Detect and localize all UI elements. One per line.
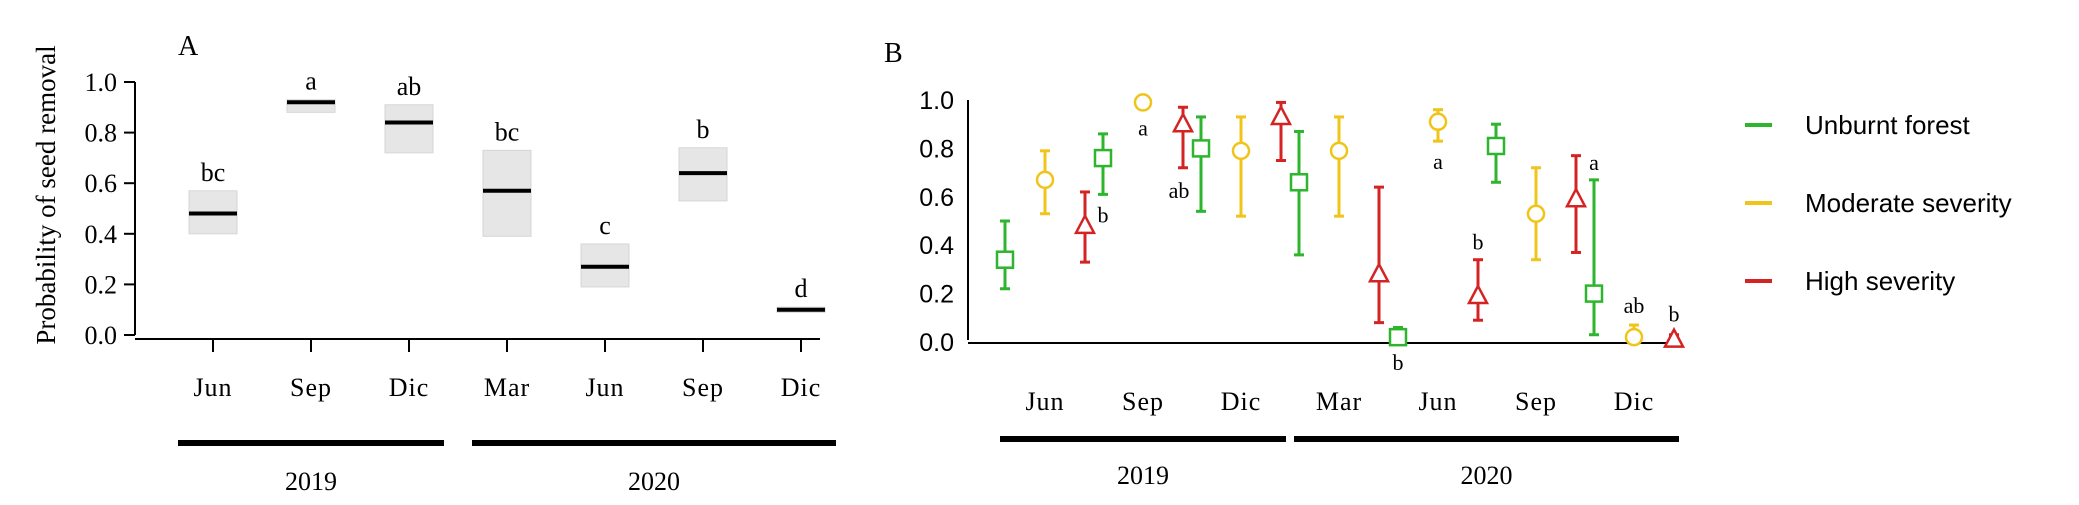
significance-letter: b [1473,230,1484,255]
significance-letter: ab [1624,293,1645,318]
panel-a-boxes: bc a ab bc c b d [188,67,826,313]
x-tick-label: Sep [1122,387,1164,416]
data-point [1624,327,1644,347]
y-tick-label: 0.8 [85,119,118,148]
year-label: 2020 [1461,461,1513,490]
y-tick-label: 0.2 [85,270,118,299]
y-tick-label: 0.0 [919,329,954,357]
data-point [1093,148,1113,168]
significance-letter: a [305,67,317,96]
data-point [1035,170,1055,190]
x-tick-label: Mar [1316,387,1362,416]
panel-a-ylabel: Probability of seed removal [31,45,61,344]
panel-a-x-ticks: Jun Sep Dic Mar Jun Sep Dic [193,339,822,402]
data-point [1564,186,1588,208]
y-tick-label: 0.6 [85,169,118,198]
panel-a-y-ticks: 0.0 0.2 0.4 0.6 0.8 1.0 [85,68,135,350]
y-tick-label: 0.4 [85,220,118,249]
legend-item: Unburnt forest [1745,110,1971,140]
significance-letter: ab [397,72,422,101]
data-point [1073,213,1097,235]
data-point [1486,136,1506,156]
data-point [1584,284,1604,303]
y-tick-label: 1.0 [85,68,118,97]
x-tick-label: Dic [781,373,822,402]
y-tick-label: 0.2 [919,281,954,309]
data-point [1329,141,1349,161]
data-point [1231,141,1251,161]
x-tick-label: Dic [1614,387,1655,416]
data-point [1662,326,1686,348]
legend-label: Moderate severity [1805,188,2012,218]
data-point [1428,112,1448,132]
year-label: 2019 [1117,461,1169,490]
year-bar [1000,436,1286,442]
significance-letter: c [599,211,611,240]
year-bar [472,440,836,446]
panel-b-x-ticks: Jun Sep Dic Mar Jun Sep Dic [1025,387,1655,416]
data-point [1191,139,1211,158]
significance-letter: a [1589,150,1599,175]
y-tick-label: 1.0 [919,87,954,115]
x-tick-label: Dic [389,373,430,402]
x-tick-label: Jun [193,373,232,402]
year-bar [178,440,444,446]
significance-letter: b [1669,302,1680,327]
significance-letter: ab [1169,178,1190,203]
legend-item: Moderate severity [1745,188,2012,218]
data-point [1133,93,1153,112]
significance-letter: b [697,115,710,144]
legend-label: Unburnt forest [1805,110,1971,140]
ci-box [482,149,532,237]
x-tick-label: Dic [1221,387,1262,416]
data-point [1388,327,1408,347]
data-point [1526,204,1546,223]
x-tick-label: Mar [484,373,530,402]
significance-letter: b [1098,202,1109,227]
panel-a-label: A [178,31,199,62]
panel-b-label: B [884,38,903,69]
x-tick-label: Jun [1025,387,1064,416]
year-label: 2019 [285,467,337,496]
x-tick-label: Sep [682,373,724,402]
data-point [1269,104,1293,126]
y-tick-label: 0.6 [919,184,954,212]
x-tick-label: Sep [1515,387,1557,416]
significance-letter: a [1138,115,1148,140]
y-tick-label: 0.4 [919,232,954,260]
panel-b-years: 2019 2020 [1000,436,1679,490]
y-tick-label: 0.8 [919,135,954,163]
data-point [995,250,1015,269]
data-point [1367,261,1391,283]
panel-b-legend: Unburnt forest Moderate severity High seve… [1745,110,2012,296]
legend-item: High severity [1745,266,1955,296]
x-tick-label: Jun [585,373,624,402]
panel-a: A Probability of seed removal 0.00.20.40… [31,31,836,496]
x-tick-label: Jun [1418,387,1457,416]
data-point [1171,111,1195,133]
significance-letter: bc [201,158,226,187]
y-tick-label: 0.0 [85,321,118,350]
significance-letter: b [1393,350,1404,375]
data-point [1466,283,1490,305]
legend-label: High severity [1805,266,1955,296]
significance-letter: bc [495,117,520,146]
series-unburnt-forest: b b a [995,115,1604,375]
significance-letter: d [795,274,808,303]
year-label: 2020 [628,467,680,496]
data-point [1289,173,1309,192]
x-tick-label: Sep [290,373,332,402]
year-bar [1294,436,1679,442]
panel-a-years: 2019 2020 [178,440,836,496]
significance-letter: a [1433,149,1443,174]
panel-b-y-ticks: 0.0 0.2 0.4 0.6 0.8 1.0 [919,87,954,357]
ci-box [384,104,434,154]
